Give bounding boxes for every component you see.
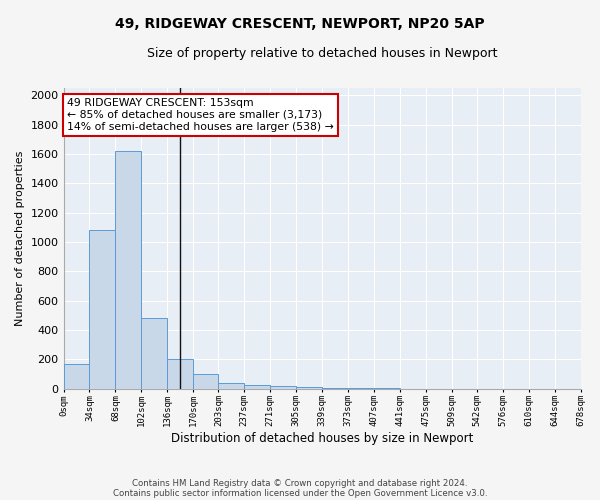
Bar — [244, 385, 270, 388]
Bar — [89, 230, 115, 388]
Title: Size of property relative to detached houses in Newport: Size of property relative to detached ho… — [147, 48, 497, 60]
Bar — [64, 364, 89, 388]
Text: 49, RIDGEWAY CRESCENT, NEWPORT, NP20 5AP: 49, RIDGEWAY CRESCENT, NEWPORT, NP20 5AP — [115, 18, 485, 32]
Bar — [142, 318, 167, 388]
Bar — [115, 151, 142, 388]
Text: Contains HM Land Registry data © Crown copyright and database right 2024.: Contains HM Land Registry data © Crown c… — [132, 478, 468, 488]
X-axis label: Distribution of detached houses by size in Newport: Distribution of detached houses by size … — [171, 432, 473, 445]
Bar — [167, 360, 193, 388]
Bar — [218, 383, 244, 388]
Y-axis label: Number of detached properties: Number of detached properties — [15, 150, 25, 326]
Bar — [270, 386, 296, 388]
Text: Contains public sector information licensed under the Open Government Licence v3: Contains public sector information licen… — [113, 488, 487, 498]
Bar — [296, 387, 322, 388]
Text: 49 RIDGEWAY CRESCENT: 153sqm
← 85% of detached houses are smaller (3,173)
14% of: 49 RIDGEWAY CRESCENT: 153sqm ← 85% of de… — [67, 98, 334, 132]
Bar — [193, 374, 218, 388]
